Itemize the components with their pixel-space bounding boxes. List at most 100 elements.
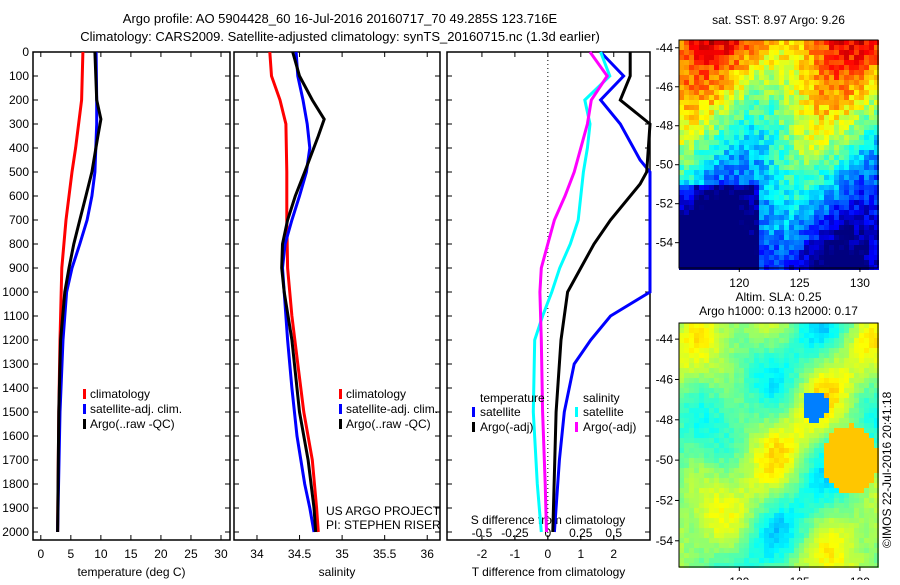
map-cell [859, 160, 864, 165]
map-cell [714, 210, 719, 215]
map-cell [744, 185, 749, 190]
map-cell [694, 348, 699, 353]
map-cell [804, 533, 809, 538]
map-cell [869, 150, 874, 155]
map-cell [844, 160, 849, 165]
map-cell [694, 483, 699, 488]
map-cell [869, 125, 874, 130]
map-cell [784, 473, 789, 478]
map-cell [829, 80, 834, 85]
map-cell [804, 215, 809, 220]
x2-tick-label: 0 [544, 526, 551, 540]
map-cell [769, 548, 774, 553]
map-cell [804, 85, 809, 90]
map-cell [744, 170, 749, 175]
map-cell [844, 250, 849, 255]
map-cell [759, 90, 764, 95]
map-cell [779, 363, 784, 368]
map-cell [689, 498, 694, 503]
map-cell [814, 165, 819, 170]
map-cell [769, 155, 774, 160]
map-cell [844, 45, 849, 50]
map-cell [744, 408, 749, 413]
map-cell [769, 508, 774, 513]
map-cell [774, 95, 779, 100]
map-cell [689, 353, 694, 358]
map-cell [814, 85, 819, 90]
map-cell [849, 533, 854, 538]
map-cell [689, 463, 694, 468]
map-cell [739, 413, 744, 418]
map-cell [804, 185, 809, 190]
map-cell [724, 95, 729, 100]
map-cell [829, 190, 834, 195]
map-cell [729, 100, 734, 105]
map-cell [869, 408, 874, 413]
map-cell [849, 543, 854, 548]
map-cell [679, 140, 684, 145]
map-cell [694, 170, 699, 175]
map-cell [764, 448, 769, 453]
map-cell [874, 463, 879, 468]
map-cell [859, 363, 864, 368]
map-cell [694, 343, 699, 348]
map-cell [759, 110, 764, 115]
map-cell [799, 145, 804, 150]
map-cell [869, 478, 874, 483]
map-cell [699, 55, 704, 60]
map-cell [764, 160, 769, 165]
map-cell [734, 130, 739, 135]
map-cell [789, 498, 794, 503]
map-cell [814, 408, 819, 413]
map-cell [774, 498, 779, 503]
map-cell [784, 80, 789, 85]
map-cell [699, 373, 704, 378]
map-cell [734, 125, 739, 130]
map-cell [694, 533, 699, 538]
map-cell [739, 518, 744, 523]
map-cell [784, 543, 789, 548]
map-cell [839, 528, 844, 533]
map-cell [704, 170, 709, 175]
map-cell [719, 65, 724, 70]
y-tick-label: 300 [9, 117, 29, 131]
map-cell [824, 210, 829, 215]
map-cell [869, 513, 874, 518]
map-cell [804, 548, 809, 553]
map-cell [689, 383, 694, 388]
map-cell [724, 373, 729, 378]
map-cell [764, 250, 769, 255]
map-cell [784, 538, 789, 543]
map-cell [804, 438, 809, 443]
map-cell [719, 40, 724, 45]
map-cell [824, 543, 829, 548]
map-cell [779, 160, 784, 165]
map-cell [819, 110, 824, 115]
map-cell [869, 135, 874, 140]
y-tick-label: 400 [9, 141, 29, 155]
map-cell [744, 165, 749, 170]
map-cell [774, 135, 779, 140]
map-cell [729, 428, 734, 433]
map-cell [804, 493, 809, 498]
map-cell [714, 418, 719, 423]
map-cell [869, 50, 874, 55]
map-cell [789, 100, 794, 105]
map-cell [729, 140, 734, 145]
map-cell [709, 413, 714, 418]
map-cell [769, 398, 774, 403]
map-cell [734, 533, 739, 538]
map-cell [834, 260, 839, 265]
map-cell [774, 323, 779, 328]
map-cell [799, 353, 804, 358]
map-cell [814, 418, 819, 423]
map-cell [689, 503, 694, 508]
map-cell [774, 523, 779, 528]
map-cell [714, 348, 719, 353]
map-cell [754, 250, 759, 255]
map-cell [814, 195, 819, 200]
map-cell [874, 175, 879, 180]
map-cell [789, 150, 794, 155]
map-cell [704, 75, 709, 80]
map-cell [699, 538, 704, 543]
